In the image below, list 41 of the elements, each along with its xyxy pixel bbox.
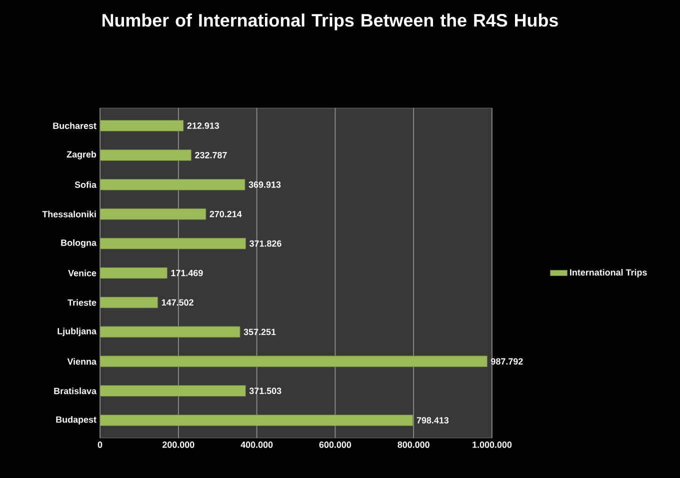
bar (100, 149, 192, 161)
data-label: 987.792 (491, 358, 523, 365)
data-label: 369.913 (248, 181, 281, 188)
bar (100, 356, 488, 368)
y-tick-label: Ljubljana (58, 328, 97, 336)
data-label: 232.787 (195, 152, 227, 158)
bar (100, 120, 184, 132)
data-label: 147.502 (162, 299, 194, 306)
bar (100, 238, 246, 250)
chart-title: Number of International Trips Between the R4S Hubs (102, 14, 558, 30)
y-tick-label: Venice (68, 270, 96, 276)
x-tick-label: 1.000.000 (472, 442, 512, 448)
x-tick-label: 600.000 (319, 442, 352, 448)
bar (100, 414, 414, 426)
bar (100, 385, 246, 397)
y-tick-label: Bucharest (53, 122, 96, 129)
data-label: 371.826 (249, 240, 282, 247)
y-tick-label: Bologna (61, 239, 97, 248)
y-tick-label: Thessaloniki (42, 210, 96, 218)
data-label: 171.469 (171, 270, 203, 276)
bar (100, 208, 206, 220)
bar (100, 178, 246, 190)
data-label: 798.413 (416, 417, 449, 424)
x-tick-label: 400.000 (240, 442, 273, 448)
y-tick-label: Trieste (68, 299, 96, 306)
x-tick-label: 0 (98, 442, 102, 448)
bar (100, 326, 240, 338)
data-label: 371.503 (249, 388, 282, 394)
y-tick-label: Budapest (56, 416, 96, 424)
y-tick-label: Sofia (74, 181, 97, 188)
y-tick-label: Zagreb (66, 150, 96, 160)
legend-label: International Trips (570, 269, 647, 278)
y-tick-label: Vienna (67, 358, 97, 365)
bar (100, 296, 158, 308)
data-label: 357.251 (244, 328, 276, 336)
y-tick-label: Bratislava (54, 388, 97, 394)
bar (100, 267, 168, 279)
data-label: 270.214 (210, 210, 242, 218)
x-tick-label: 200.000 (162, 442, 194, 448)
data-label: 212.913 (187, 122, 220, 129)
x-tick-label: 800.000 (398, 442, 430, 448)
